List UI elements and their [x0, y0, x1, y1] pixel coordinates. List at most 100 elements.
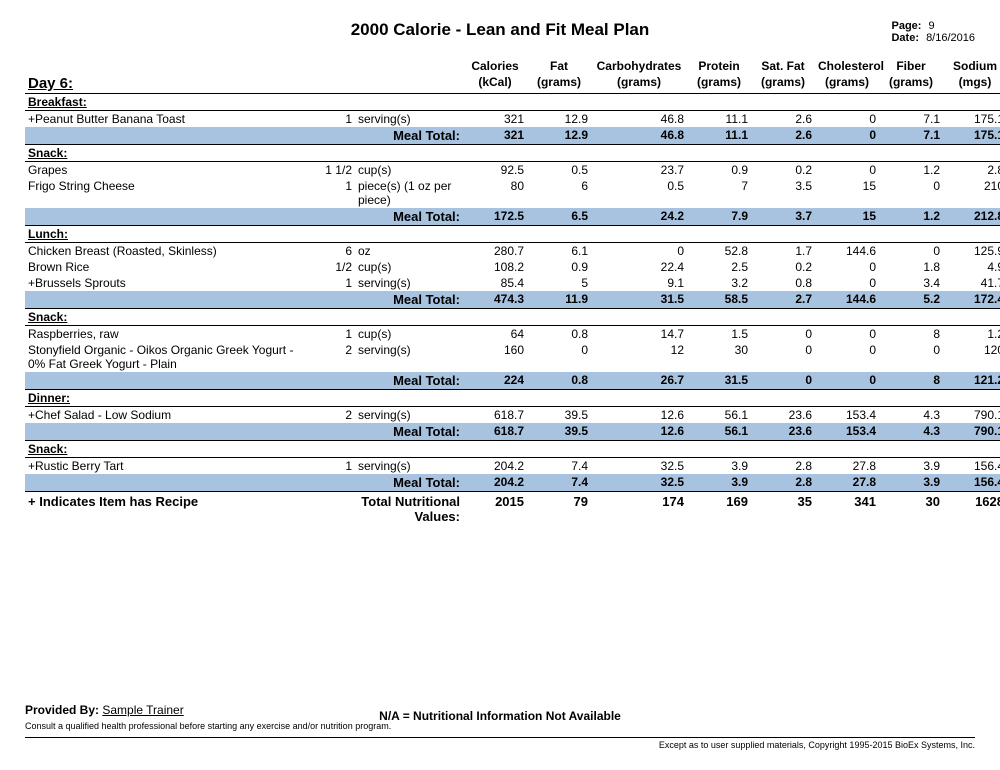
meal-total-value: 321	[463, 127, 527, 145]
meal-total-value: 212.8	[943, 208, 1000, 226]
food-nutrient: 156.4	[943, 458, 1000, 475]
food-row: +Chef Salad - Low Sodium2serving(s)618.7…	[25, 407, 1000, 424]
col-fiber-unit: (grams)	[879, 74, 943, 94]
food-nutrient: 0	[879, 342, 943, 372]
meal-total-value: 1.2	[879, 208, 943, 226]
meal-total-label: Meal Total:	[25, 208, 463, 226]
food-unit: serving(s)	[355, 458, 463, 475]
food-nutrient: 12.9	[527, 111, 591, 128]
meal-section-header: Breakfast:	[25, 94, 1000, 111]
grand-sodium: 1628	[943, 492, 1000, 526]
food-qty: 1	[315, 275, 355, 291]
food-nutrient: 52.8	[687, 243, 751, 260]
meal-total-value: 32.5	[591, 474, 687, 492]
food-unit: cup(s)	[355, 259, 463, 275]
food-nutrient: 3.9	[879, 458, 943, 475]
meal-total-value: 5.2	[879, 291, 943, 309]
food-nutrient: 0.8	[751, 275, 815, 291]
food-nutrient: 3.2	[687, 275, 751, 291]
food-row: Frigo String Cheese1piece(s) (1 oz per p…	[25, 178, 1000, 208]
date-label: Date:	[891, 32, 919, 44]
meal-total-value: 26.7	[591, 372, 687, 390]
food-nutrient: 120	[943, 342, 1000, 372]
food-nutrient: 153.4	[815, 407, 879, 424]
meal-total-value: 153.4	[815, 423, 879, 441]
food-nutrient: 125.9	[943, 243, 1000, 260]
food-nutrient: 7.1	[879, 111, 943, 128]
food-row: Brown Rice1/2cup(s)108.20.922.42.50.201.…	[25, 259, 1000, 275]
meal-total-value: 3.9	[687, 474, 751, 492]
food-nutrient: 210	[943, 178, 1000, 208]
meal-total-value: 12.6	[591, 423, 687, 441]
grand-protein: 169	[687, 492, 751, 526]
food-nutrient: 0	[815, 275, 879, 291]
meal-total-label: Meal Total:	[25, 372, 463, 390]
meal-total-value: 2.6	[751, 127, 815, 145]
meal-total-value: 204.2	[463, 474, 527, 492]
food-nutrient: 1.2	[943, 326, 1000, 343]
meal-total-value: 58.5	[687, 291, 751, 309]
meal-total-value: 3.7	[751, 208, 815, 226]
grand-fiber: 30	[879, 492, 943, 526]
food-nutrient: 790.1	[943, 407, 1000, 424]
food-nutrient: 108.2	[463, 259, 527, 275]
food-nutrient: 0.9	[687, 162, 751, 179]
meal-total-value: 23.6	[751, 423, 815, 441]
meal-total-value: 7.9	[687, 208, 751, 226]
food-qty: 1	[315, 178, 355, 208]
food-nutrient: 2.8	[751, 458, 815, 475]
food-row: +Rustic Berry Tart1serving(s)204.27.432.…	[25, 458, 1000, 475]
food-qty: 1	[315, 111, 355, 128]
food-name: +Brussels Sprouts	[25, 275, 315, 291]
doc-title: 2000 Calorie - Lean and Fit Meal Plan	[25, 20, 975, 40]
food-nutrient: 0	[815, 342, 879, 372]
food-row: Stonyfield Organic - Oikos Organic Greek…	[25, 342, 1000, 372]
col-protein-unit: (grams)	[687, 74, 751, 94]
food-qty: 1 1/2	[315, 162, 355, 179]
food-nutrient: 0	[591, 243, 687, 260]
food-row: Chicken Breast (Roasted, Skinless)6oz280…	[25, 243, 1000, 260]
meal-total-label: Meal Total:	[25, 291, 463, 309]
column-header-row-1: Calories Fat Carbohydrates Protein Sat. …	[25, 58, 1000, 74]
food-nutrient: 11.1	[687, 111, 751, 128]
food-nutrient: 7	[687, 178, 751, 208]
meal-total-label: Meal Total:	[25, 474, 463, 492]
food-name: Frigo String Cheese	[25, 178, 315, 208]
food-nutrient: 7.4	[527, 458, 591, 475]
food-nutrient: 0	[879, 243, 943, 260]
food-nutrient: 14.7	[591, 326, 687, 343]
meal-total-row: Meal Total:32112.946.811.12.607.1175.1	[25, 127, 1000, 145]
food-row: Raspberries, raw1cup(s)640.814.71.50081.…	[25, 326, 1000, 343]
food-nutrient: 8	[879, 326, 943, 343]
grand-carbs: 174	[591, 492, 687, 526]
food-nutrient: 85.4	[463, 275, 527, 291]
meal-total-label: Meal Total:	[25, 127, 463, 145]
meal-total-row: Meal Total:204.27.432.53.92.827.83.9156.…	[25, 474, 1000, 492]
food-nutrient: 12.6	[591, 407, 687, 424]
food-qty: 1/2	[315, 259, 355, 275]
page-label: Page:	[891, 20, 921, 32]
food-nutrient: 2.6	[751, 111, 815, 128]
food-name: +Chef Salad - Low Sodium	[25, 407, 315, 424]
food-nutrient: 160	[463, 342, 527, 372]
page-number: 9	[929, 20, 935, 32]
meal-section-header: Dinner:	[25, 390, 1000, 407]
meal-section-name: Snack:	[28, 146, 67, 160]
food-nutrient: 32.5	[591, 458, 687, 475]
food-nutrient: 2.8	[943, 162, 1000, 179]
meal-table: Calories Fat Carbohydrates Protein Sat. …	[25, 58, 1000, 525]
meal-section-header: Snack:	[25, 441, 1000, 458]
food-nutrient: 23.7	[591, 162, 687, 179]
food-name: +Peanut Butter Banana Toast	[25, 111, 315, 128]
col-satfat: Sat. Fat	[751, 58, 815, 74]
food-row: +Peanut Butter Banana Toast1serving(s)32…	[25, 111, 1000, 128]
food-nutrient: 27.8	[815, 458, 879, 475]
food-nutrient: 280.7	[463, 243, 527, 260]
meal-section-header: Snack:	[25, 145, 1000, 162]
food-nutrient: 321	[463, 111, 527, 128]
meal-section-header: Lunch:	[25, 226, 1000, 243]
food-nutrient: 0.8	[527, 326, 591, 343]
meal-total-value: 12.9	[527, 127, 591, 145]
meal-total-value: 0	[751, 372, 815, 390]
food-nutrient: 3.9	[687, 458, 751, 475]
